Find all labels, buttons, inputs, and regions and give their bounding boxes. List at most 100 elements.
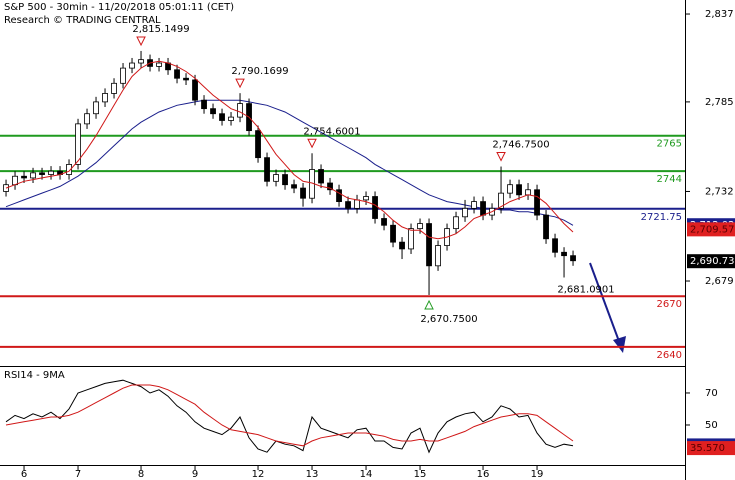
x-tick-label: 6 — [21, 469, 27, 480]
candle-body — [75, 123, 81, 165]
annotation-marker — [235, 78, 245, 89]
candle-body — [498, 192, 504, 209]
x-tick-label: 16 — [477, 469, 490, 480]
candle-body — [264, 157, 270, 182]
level-label: 2765 — [657, 139, 682, 150]
candle-body — [291, 184, 297, 189]
candle-body — [480, 201, 486, 216]
candle-body — [84, 113, 90, 125]
candle-body — [390, 224, 396, 243]
candle-body — [408, 228, 414, 250]
candle-body — [327, 182, 333, 191]
candle-body — [129, 62, 135, 69]
candle-body — [354, 199, 360, 209]
x-tick-label: 15 — [414, 469, 427, 480]
chart-subtitle: Research © TRADING CENTRAL — [4, 15, 161, 26]
candle-body — [201, 99, 207, 110]
candle-body — [525, 189, 531, 196]
annotation-marker — [307, 138, 317, 149]
x-tick-label: 7 — [75, 469, 81, 480]
x-tick-label: 9 — [192, 469, 198, 480]
candle-body — [219, 113, 225, 121]
y-tick-label: 70 — [705, 388, 718, 399]
x-tick-label: 14 — [360, 469, 373, 480]
candle-body — [570, 255, 576, 262]
price-marker — [687, 254, 735, 269]
candle-body — [561, 251, 567, 257]
y-tick-label: 2,837 — [705, 9, 734, 20]
candle-body — [39, 172, 45, 175]
candle-body — [435, 245, 441, 267]
candle-body — [534, 189, 540, 216]
candle-body — [507, 184, 513, 194]
level-label: 2640 — [657, 350, 682, 361]
price-marker — [687, 222, 735, 237]
candle-body — [66, 164, 72, 175]
candle-body — [345, 201, 351, 209]
candle-body — [102, 93, 108, 103]
rsi-line — [5, 379, 574, 454]
x-tick-label: 19 — [531, 469, 544, 480]
price-marker-label: 2,690.73 — [690, 256, 735, 267]
y-tick-label: 2,679 — [705, 276, 734, 287]
candle-body — [417, 223, 423, 230]
candle-body — [156, 62, 162, 67]
candle-body — [300, 187, 306, 199]
price-marker-label: 2,709.57 — [690, 224, 735, 235]
candle-body — [273, 174, 279, 182]
candle-body — [174, 69, 180, 79]
candle-body — [471, 201, 477, 209]
price-marker — [687, 441, 735, 456]
annotation-label: 2,681.0901 — [557, 284, 614, 295]
candle-body — [255, 130, 261, 159]
ma-fast-line — [5, 60, 574, 240]
candle-body — [192, 79, 198, 101]
annotation-marker — [424, 299, 434, 310]
candle-body — [363, 196, 369, 201]
candle-body — [228, 116, 234, 121]
x-tick-label: 8 — [138, 469, 144, 480]
candle-body — [138, 59, 144, 64]
candle-body — [318, 169, 324, 184]
candle-body — [462, 207, 468, 218]
candle-body — [48, 170, 54, 175]
candle-body — [372, 196, 378, 219]
candle-body — [120, 67, 126, 84]
candle-body — [237, 103, 243, 118]
y-tick-label: 2,785 — [705, 97, 734, 108]
ma-slow-line — [5, 99, 574, 226]
rsi-title: RSI14 - 9MA — [4, 370, 65, 381]
candle-body — [543, 214, 549, 240]
y-tick-label: 2,732 — [705, 186, 734, 197]
chart-title: S&P 500 - 30min - 11/20/2018 05:01:11 (C… — [4, 2, 234, 13]
candle-body — [336, 189, 342, 202]
candle-body — [93, 101, 99, 115]
annotation-label: 2,815.1499 — [132, 24, 189, 35]
candle-body — [282, 174, 288, 186]
annotation-marker — [496, 152, 506, 162]
y-tick-label: 50 — [705, 420, 718, 431]
candle-body — [516, 184, 522, 196]
rsi-line — [5, 384, 574, 447]
candle-body — [12, 175, 18, 186]
annotation-label: 2,754.6001 — [303, 126, 360, 137]
candle-body — [111, 82, 117, 94]
annotation-label: 2,670.7500 — [420, 314, 477, 325]
level-label: 2744 — [657, 174, 682, 185]
level-label: 2721.75 — [641, 212, 682, 223]
candle-body — [381, 218, 387, 226]
annotation-label: 2,746.7500 — [492, 140, 549, 151]
level-label: 2670 — [657, 299, 682, 310]
candle-body — [399, 241, 405, 250]
candle-body — [426, 223, 432, 267]
candle-body — [552, 238, 558, 253]
annotation-label: 2,790.1699 — [231, 66, 288, 77]
x-tick-label: 13 — [306, 469, 319, 480]
x-tick-label: 12 — [252, 469, 265, 480]
candle-body — [210, 108, 216, 115]
candle-body — [453, 216, 459, 230]
candle-body — [30, 172, 36, 179]
price-marker-label: 35.570 — [690, 443, 725, 454]
